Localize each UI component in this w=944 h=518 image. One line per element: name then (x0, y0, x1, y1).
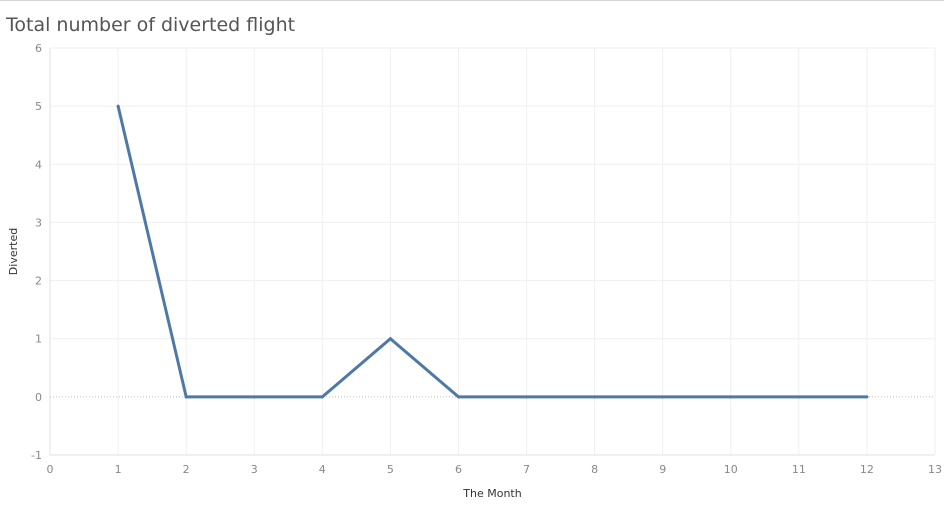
x-tick-label-9: 9 (659, 463, 666, 476)
series-line-0 (116, 105, 867, 399)
data-point-month-11 (797, 395, 801, 399)
y-tick-label-6: 6 (35, 42, 42, 55)
data-point-month-6 (456, 395, 460, 399)
data-point-month-2 (184, 395, 188, 399)
x-axis-tick-labels: 0 1 2 3 4 5 6 7 8 9 10 11 12 13 (47, 463, 943, 476)
x-tick-label-5: 5 (387, 463, 394, 476)
y-tick-label-0: 0 (35, 391, 42, 404)
x-tick-label-8: 8 (591, 463, 598, 476)
x-tick-label-6: 6 (455, 463, 462, 476)
y-tick-label-2: 2 (35, 275, 42, 288)
data-point-month-12 (865, 395, 869, 399)
data-point-month-5 (388, 337, 392, 341)
data-point-month-1 (116, 104, 120, 108)
axes (49, 48, 935, 456)
data-point-month-7 (525, 395, 529, 399)
chart-title: Total number of diverted flight (6, 14, 296, 36)
y-axis-tick-labels: -1 0 1 2 3 4 5 6 (31, 42, 42, 462)
data-point-month-8 (593, 395, 597, 399)
data-point-month-4 (320, 395, 324, 399)
x-tick-label-3: 3 (251, 463, 258, 476)
x-tick-label-10: 10 (724, 463, 738, 476)
x-axis-title: The Month (462, 487, 521, 500)
x-tick-label-11: 11 (792, 463, 806, 476)
series-layer (116, 104, 869, 399)
y-tick-label--1: -1 (31, 449, 42, 462)
x-tick-label-2: 2 (183, 463, 190, 476)
x-tick-label-0: 0 (47, 463, 54, 476)
y-tick-label-1: 1 (35, 333, 42, 346)
data-point-month-9 (661, 395, 665, 399)
y-tick-label-5: 5 (35, 100, 42, 113)
x-tick-label-1: 1 (115, 463, 122, 476)
data-point-month-3 (252, 395, 256, 399)
data-point-month-10 (729, 395, 733, 399)
y-tick-label-3: 3 (35, 216, 42, 229)
x-tick-label-4: 4 (319, 463, 326, 476)
grid-lines (49, 47, 936, 456)
x-tick-label-12: 12 (860, 463, 874, 476)
y-axis-title: Diverted (7, 228, 20, 275)
x-tick-label-7: 7 (523, 463, 530, 476)
x-tick-label-13: 13 (928, 463, 942, 476)
y-tick-label-4: 4 (35, 158, 42, 171)
